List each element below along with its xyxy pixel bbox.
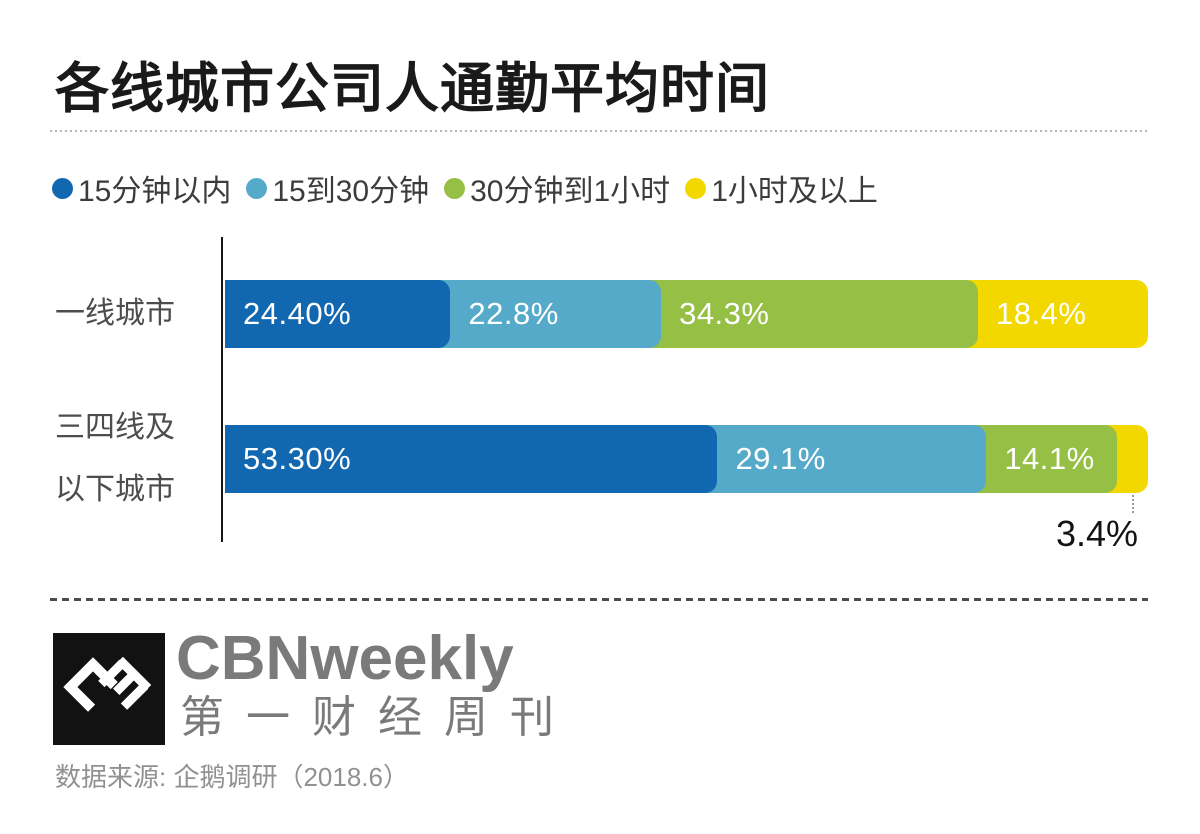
y-axis-line [221,237,223,542]
bar-segment-0-3: 18.4% [961,280,1148,348]
legend-item-1: 15到30分钟 [246,166,429,210]
cbnweekly-logo-icon [53,633,165,745]
chart-legend: 15分钟以内 15到30分钟 30分钟到1小时 1小时及以上 [52,166,878,210]
brand-name-chinese: 第一财经周刊 [180,693,576,742]
bar-segment-1-2: 14.1% [970,425,1117,493]
legend-label: 30分钟到1小时 [470,175,671,208]
bar-value-label: 24.40% [243,296,352,331]
bar-row-1: 53.30% 29.1% 14.1% [225,425,1148,493]
row-label-line: 以下城市 [55,473,175,506]
legend-dot-icon [52,177,73,199]
legend-dot-icon [246,177,268,199]
legend-item-3: 1小时及以上 [685,166,878,210]
row-label-line: 三四线及 [55,411,175,444]
bar-segment-0-2: 34.3% [645,280,978,348]
legend-dot-icon [685,177,707,199]
legend-label: 1小时及以上 [711,175,878,208]
legend-item-2: 30分钟到1小时 [444,166,670,210]
legend-dot-icon [444,177,466,199]
leader-line [1132,495,1135,513]
row-label-0: 一线城市 [55,296,215,332]
bar-value-label: 22.8% [468,296,559,331]
title-separator [50,130,1148,132]
bar-value-label: 14.1% [1004,441,1095,476]
bar-segment-1-0: 53.30% [225,425,718,493]
bar-value-label: 29.1% [735,441,826,476]
bar-segment-1-1: 29.1% [701,425,987,493]
page-title: 各线城市公司人通勤平均时间 [55,59,770,119]
legend-label: 15分钟以内 [78,175,232,208]
brand-name-latin: CBNweekly [176,624,514,693]
bar-value-label-outside: 3.4% [1055,513,1138,554]
row-label-1: 三四线及 以下城市 [55,397,215,521]
bar-value-label: 18.4% [995,296,1087,331]
legend-item-0: 15分钟以内 [52,166,231,210]
row-label-line: 一线城市 [55,297,175,330]
bar-row-0: 24.40% 22.8% 34.3% 18.4% [225,280,1148,348]
legend-label: 15到30分钟 [272,175,430,208]
bar-segment-0-1: 22.8% [434,280,662,348]
bar-value-label: 53.30% [243,441,352,476]
data-source-note: 数据来源: 企鹅调研（2018.6） [55,762,409,792]
bar-segment-0-0: 24.40% [225,280,451,348]
bar-value-label: 34.3% [679,296,770,331]
footer-separator [50,598,1148,601]
